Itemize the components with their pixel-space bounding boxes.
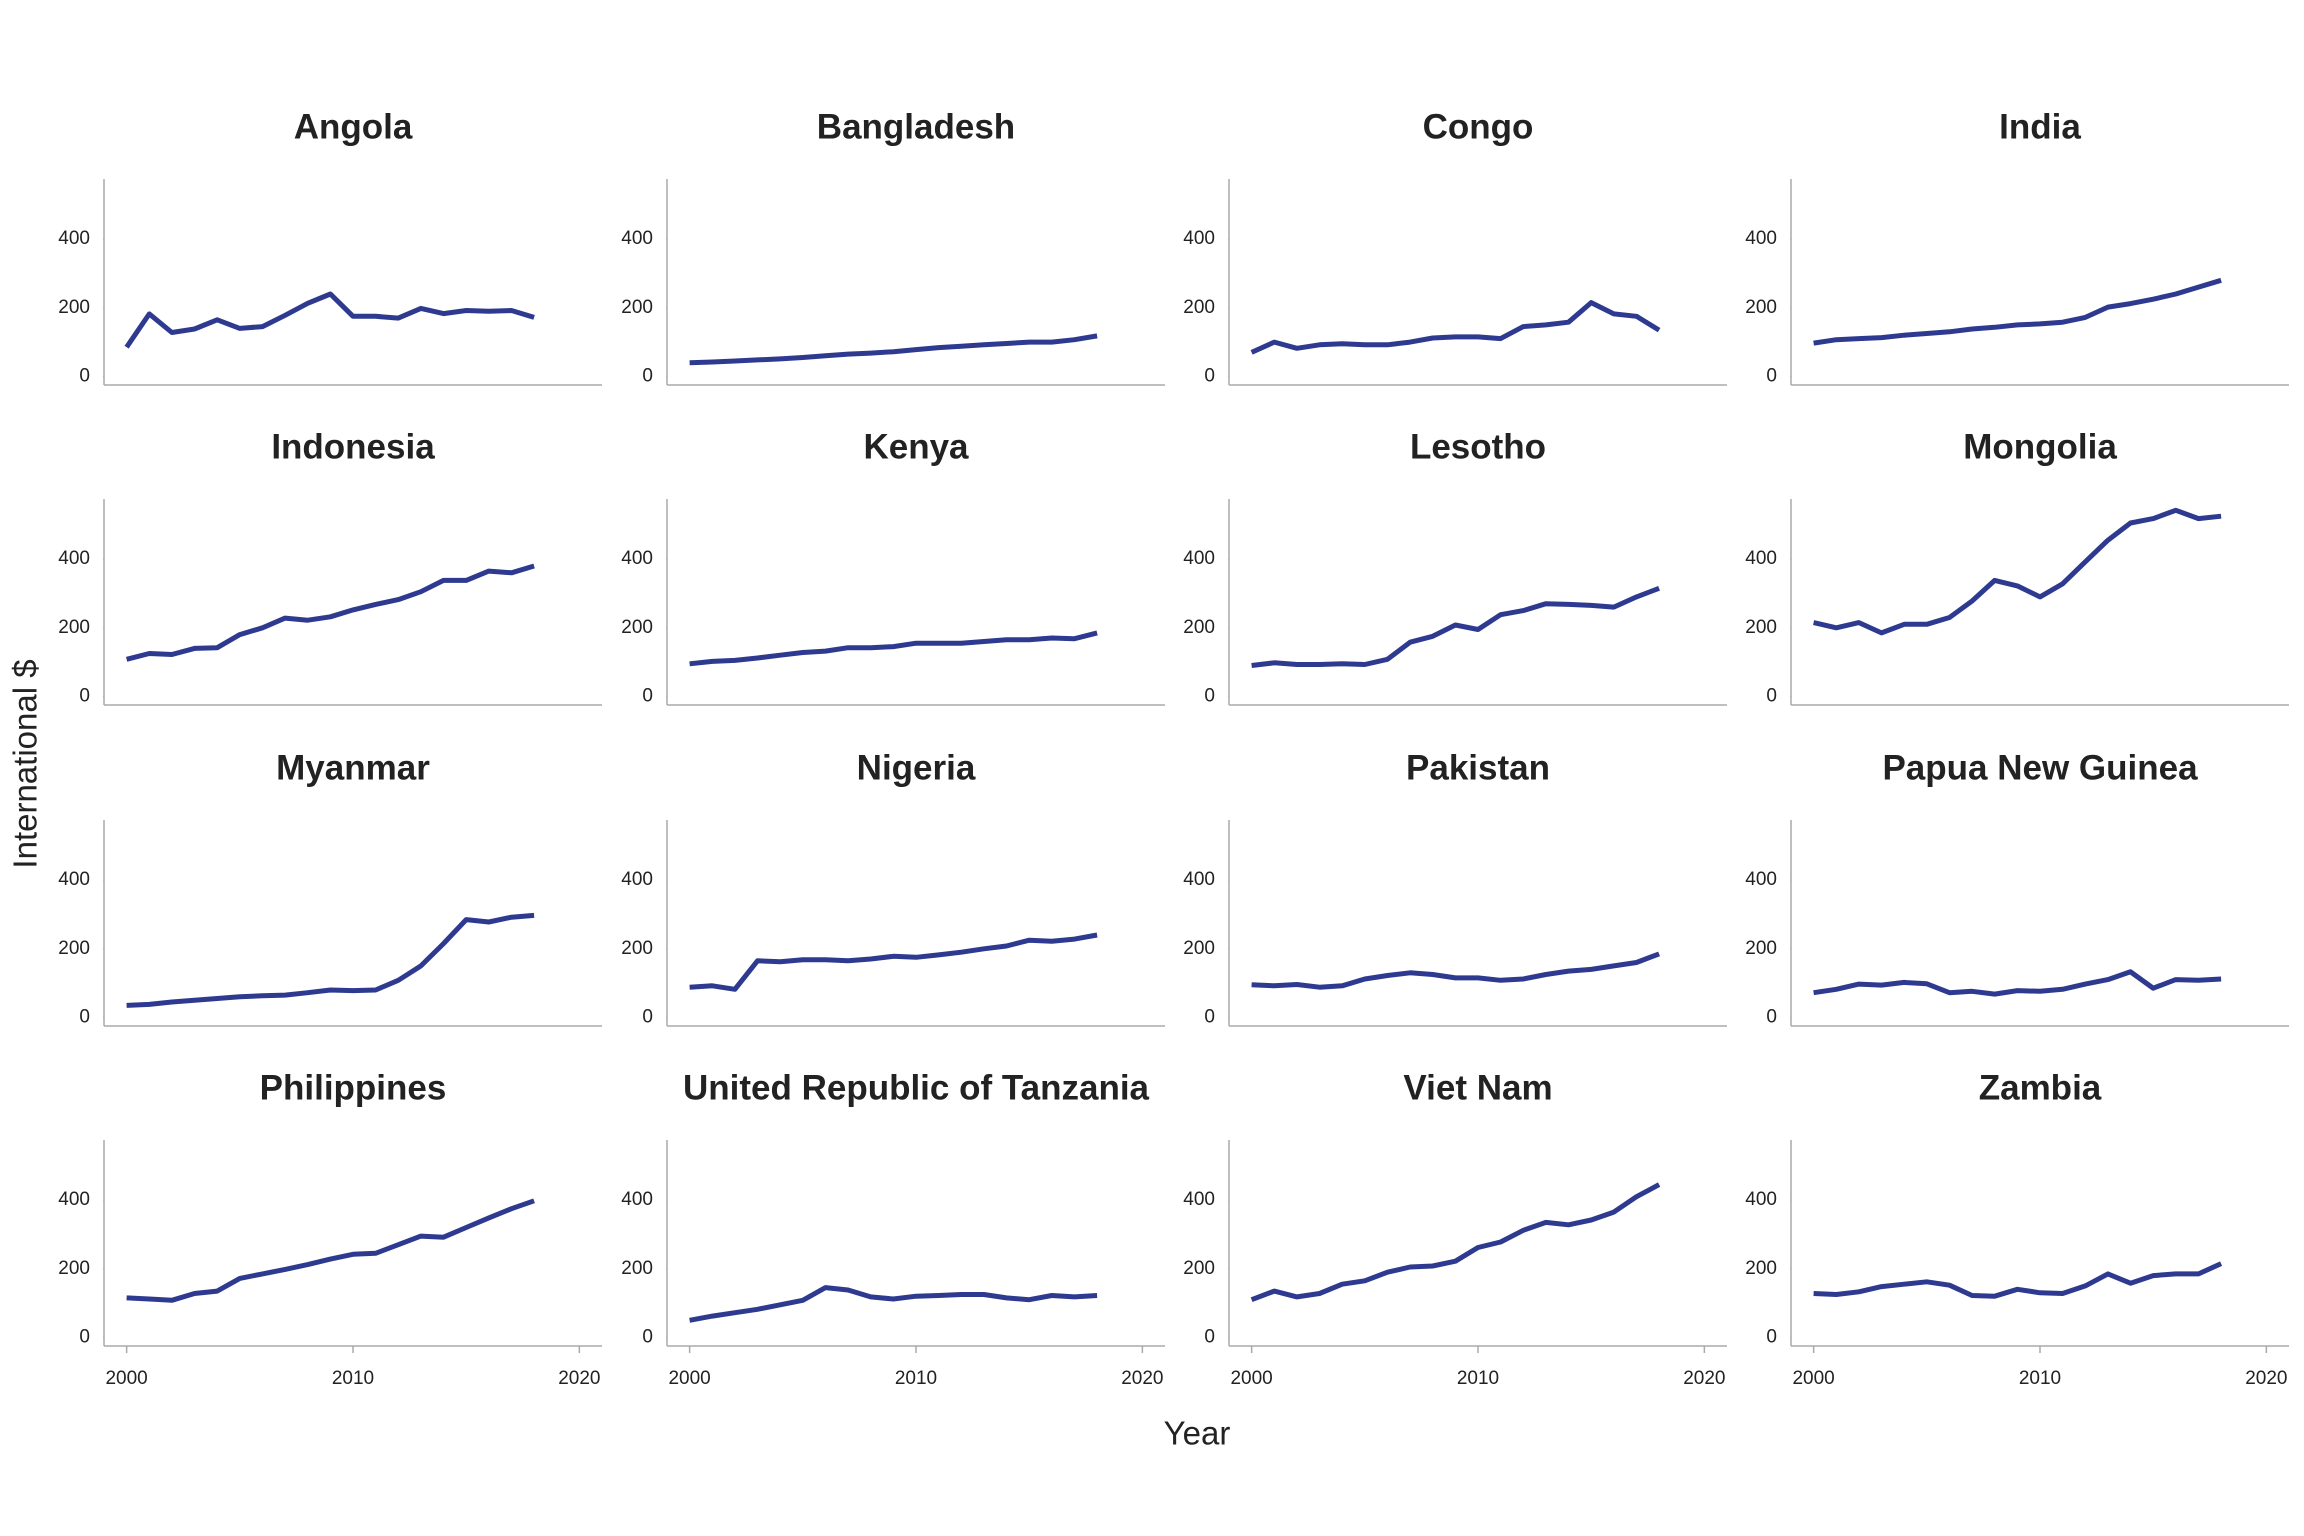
panel-title: Zambia	[1979, 1068, 2102, 1107]
y-axis-label: International $	[7, 659, 44, 868]
y-tick-label: 200	[1183, 938, 1215, 959]
x-tick-label: 2020	[2245, 1368, 2287, 1389]
panel-title: Philippines	[260, 1068, 447, 1107]
panel-title: Viet Nam	[1403, 1068, 1552, 1107]
y-tick-label: 0	[642, 685, 653, 706]
y-tick-label: 0	[1204, 1326, 1215, 1347]
line	[1813, 277, 2222, 346]
y-tick-label: 400	[1745, 1189, 1777, 1210]
line	[1813, 507, 2222, 636]
y-tick-label: 400	[1183, 548, 1215, 569]
panel-title: Bangladesh	[817, 107, 1015, 146]
line	[1813, 1261, 2223, 1299]
line	[689, 333, 1098, 366]
y-tick-label: 0	[1204, 365, 1215, 386]
y-tick-label: 400	[58, 228, 90, 249]
y-tick-label: 0	[1766, 1326, 1777, 1347]
y-tick-label: 200	[621, 297, 653, 318]
line	[125, 563, 535, 662]
y-tick-label: 0	[79, 1326, 90, 1347]
y-tick-label: 0	[1204, 685, 1215, 706]
line	[1251, 951, 1660, 990]
x-axis-label: Year	[1164, 1415, 1231, 1452]
y-tick-label: 0	[79, 685, 90, 706]
panel-title: Pakistan	[1406, 748, 1550, 787]
x-tick-label: 2000	[1792, 1368, 1834, 1389]
y-tick-label: 0	[1204, 1006, 1215, 1027]
y-tick-label: 400	[1183, 869, 1215, 890]
panel-title: Kenya	[863, 427, 969, 466]
x-tick-label: 2020	[558, 1368, 600, 1389]
line	[689, 1285, 1098, 1323]
y-tick-label: 400	[58, 548, 90, 569]
y-tick-label: 200	[1745, 938, 1777, 959]
x-tick-label: 2000	[668, 1368, 710, 1389]
line	[124, 291, 535, 349]
line	[1813, 969, 2222, 997]
panel-title: India	[1999, 107, 2081, 146]
y-tick-label: 200	[621, 1258, 653, 1279]
panel-title: Lesotho	[1410, 427, 1546, 466]
y-tick-label: 200	[621, 617, 653, 638]
y-tick-label: 200	[1745, 1258, 1777, 1279]
y-tick-label: 400	[58, 1189, 90, 1210]
line	[1250, 1182, 1661, 1303]
line	[689, 630, 1098, 667]
y-tick-label: 0	[1766, 365, 1777, 386]
y-tick-label: 400	[58, 869, 90, 890]
line	[1250, 300, 1661, 355]
y-tick-label: 200	[1183, 617, 1215, 638]
y-tick-label: 200	[1183, 297, 1215, 318]
y-tick-label: 400	[621, 1189, 653, 1210]
line	[689, 932, 1098, 992]
y-tick-label: 400	[1183, 1189, 1215, 1210]
x-tick-label: 2000	[105, 1368, 147, 1389]
y-tick-label: 200	[1745, 297, 1777, 318]
y-tick-label: 200	[58, 938, 90, 959]
y-tick-label: 0	[79, 1006, 90, 1027]
y-tick-label: 200	[58, 297, 90, 318]
panel-title: Nigeria	[857, 748, 976, 787]
panel-title: Congo	[1423, 107, 1534, 146]
x-tick-label: 2010	[1457, 1368, 1499, 1389]
y-tick-label: 0	[1766, 1006, 1777, 1027]
x-tick-label: 2010	[332, 1368, 374, 1389]
y-tick-label: 0	[79, 365, 90, 386]
line	[126, 1198, 535, 1303]
line	[126, 912, 535, 1008]
y-tick-label: 400	[1183, 228, 1215, 249]
x-tick-label: 2000	[1230, 1368, 1272, 1389]
y-tick-label: 0	[1766, 685, 1777, 706]
y-tick-label: 0	[642, 1326, 653, 1347]
line	[1251, 585, 1660, 668]
x-tick-label: 2010	[2019, 1368, 2061, 1389]
y-tick-label: 200	[58, 617, 90, 638]
panel-title: Myanmar	[276, 748, 430, 787]
y-tick-label: 400	[621, 548, 653, 569]
y-tick-label: 200	[621, 938, 653, 959]
panel-title: Papua New Guinea	[1882, 748, 2198, 787]
y-tick-label: 400	[621, 228, 653, 249]
y-tick-label: 200	[58, 1258, 90, 1279]
panel-title: Angola	[294, 107, 413, 146]
panel-title: Indonesia	[271, 427, 435, 466]
y-tick-label: 200	[1745, 617, 1777, 638]
x-tick-label: 2020	[1683, 1368, 1725, 1389]
y-tick-label: 0	[642, 1006, 653, 1027]
y-tick-label: 0	[642, 365, 653, 386]
y-tick-label: 400	[1745, 548, 1777, 569]
x-tick-label: 2010	[895, 1368, 937, 1389]
y-tick-label: 400	[1745, 228, 1777, 249]
y-tick-label: 400	[1745, 869, 1777, 890]
y-tick-label: 200	[1183, 1258, 1215, 1279]
panel-title: United Republic of Tanzania	[683, 1068, 1150, 1107]
panel-title: Mongolia	[1963, 427, 2117, 466]
x-tick-label: 2020	[1121, 1368, 1163, 1389]
y-tick-label: 400	[621, 869, 653, 890]
